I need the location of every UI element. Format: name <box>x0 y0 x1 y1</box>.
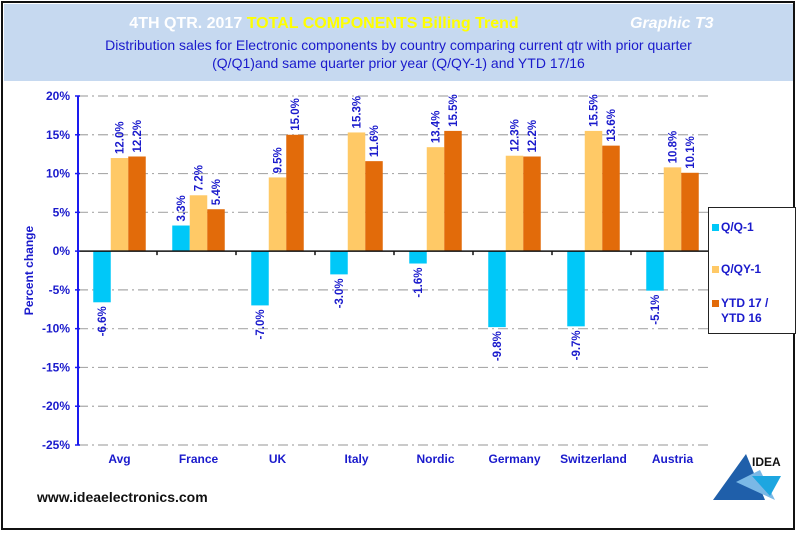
data-label: 10.1% <box>685 136 697 169</box>
title-highlight: TOTAL COMPONENTS Billing Trend <box>246 15 519 32</box>
data-label: -5.1% <box>650 295 662 325</box>
bar-nordic-s2 <box>444 130 462 252</box>
bar-switzerland-s0 <box>567 251 585 327</box>
x-tick-label: UK <box>269 452 287 466</box>
data-label: 12.2% <box>132 120 144 153</box>
data-label: 12.2% <box>527 120 539 153</box>
bar-nordic-s1 <box>426 147 445 252</box>
y-tick-label: 5% <box>53 205 71 219</box>
y-tick-label: 0% <box>53 244 71 258</box>
x-tick-label: Austria <box>652 452 694 466</box>
chart-title: 4TH QTR. 2017 TOTAL COMPONENTS Billing T… <box>4 15 644 33</box>
bar-italy-s1 <box>347 132 366 252</box>
data-label: 15.0% <box>290 98 302 131</box>
subtitle-line-2: (Q/Q1)and same quarter prior year (Q/QY-… <box>212 55 585 71</box>
data-label: 15.5% <box>448 94 460 127</box>
bar-austria-s2 <box>681 172 699 252</box>
data-label: -1.6% <box>413 268 425 298</box>
data-label: 12.0% <box>115 121 127 154</box>
graphic-label: Graphic T3 <box>630 15 714 32</box>
bar-uk-s1 <box>268 177 287 252</box>
y-tick-label: -20% <box>42 399 70 413</box>
legend-item-ytd: YTD 17 /YTD 16 <box>712 296 769 326</box>
y-tick-label: -15% <box>42 360 70 374</box>
x-tick-label: Italy <box>344 452 368 466</box>
data-label: 13.6% <box>606 109 618 142</box>
bar-avg-s0 <box>93 251 111 303</box>
legend-item-q-qy1: Q/QY-1 <box>712 262 762 277</box>
bar-switzerland-s2 <box>602 145 620 252</box>
data-label: 11.6% <box>369 125 381 157</box>
legend-swatch-q-q1 <box>712 224 719 231</box>
data-label: -6.6% <box>97 306 109 336</box>
y-tick-label: -10% <box>42 322 70 336</box>
bar-france-s1 <box>189 195 208 252</box>
data-label: 12.3% <box>510 119 522 152</box>
title-prefix: 4TH QTR. 2017 <box>129 15 243 32</box>
x-tick-label: France <box>179 452 219 466</box>
data-label: 13.4% <box>431 111 443 144</box>
data-label: 15.5% <box>589 94 601 127</box>
bar-italy-s2 <box>365 161 383 252</box>
bar-germany-s1 <box>505 155 524 252</box>
y-tick-label: -25% <box>42 438 70 452</box>
bar-austria-s0 <box>646 251 664 291</box>
bar-italy-s0 <box>330 251 348 275</box>
bar-austria-s1 <box>663 167 682 252</box>
legend-label-line2: YTD 16 <box>721 311 762 325</box>
subtitle-line-1: Distribution sales for Electronic compon… <box>105 37 692 53</box>
data-label: 15.3% <box>352 96 364 129</box>
bar-switzerland-s1 <box>584 130 603 252</box>
data-label: 9.5% <box>273 147 285 173</box>
website-url: www.ideaelectronics.com <box>37 489 208 505</box>
data-label: 3.3% <box>176 195 188 221</box>
legend-swatch-q-qy1 <box>712 266 719 273</box>
bar-germany-s0 <box>488 251 506 328</box>
bar-avg-s1 <box>110 158 129 252</box>
bar-uk-s0 <box>251 251 269 306</box>
bar-avg-s2 <box>128 156 146 252</box>
y-tick-label: 20% <box>46 89 70 103</box>
data-label: 10.8% <box>668 131 680 164</box>
legend-swatch-ytd <box>712 300 719 307</box>
bar-nordic-s0 <box>409 251 427 264</box>
y-tick-label: 15% <box>46 128 70 142</box>
bar-uk-s2 <box>286 134 304 252</box>
bar-france-s0 <box>172 225 190 252</box>
data-label: 5.4% <box>211 179 223 205</box>
legend-label: Q/QY-1 <box>721 262 762 276</box>
y-tick-label: 10% <box>46 167 70 181</box>
bar-france-s2 <box>207 209 225 252</box>
chart-header: 4TH QTR. 2017 TOTAL COMPONENTS Billing T… <box>4 4 793 81</box>
data-label: -3.0% <box>334 278 346 308</box>
y-tick-label: -5% <box>49 283 71 297</box>
bar-germany-s2 <box>523 156 541 252</box>
data-label: -9.8% <box>492 331 504 361</box>
data-label: 7.2% <box>194 165 206 191</box>
legend-label-line1: YTD 17 / <box>721 296 769 310</box>
legend: Q/Q-1 Q/QY-1 YTD 17 /YTD 16 <box>708 207 796 334</box>
y-axis-label: Percent change <box>22 225 36 315</box>
x-tick-label: Germany <box>488 452 540 466</box>
legend-item-q-q1: Q/Q-1 <box>712 220 754 235</box>
data-label: -9.7% <box>571 330 583 360</box>
data-label: -7.0% <box>255 309 267 339</box>
x-tick-label: Avg <box>108 452 130 466</box>
x-tick-label: Nordic <box>416 452 454 466</box>
legend-label: Q/Q-1 <box>721 220 754 234</box>
x-tick-label: Switzerland <box>560 452 627 466</box>
